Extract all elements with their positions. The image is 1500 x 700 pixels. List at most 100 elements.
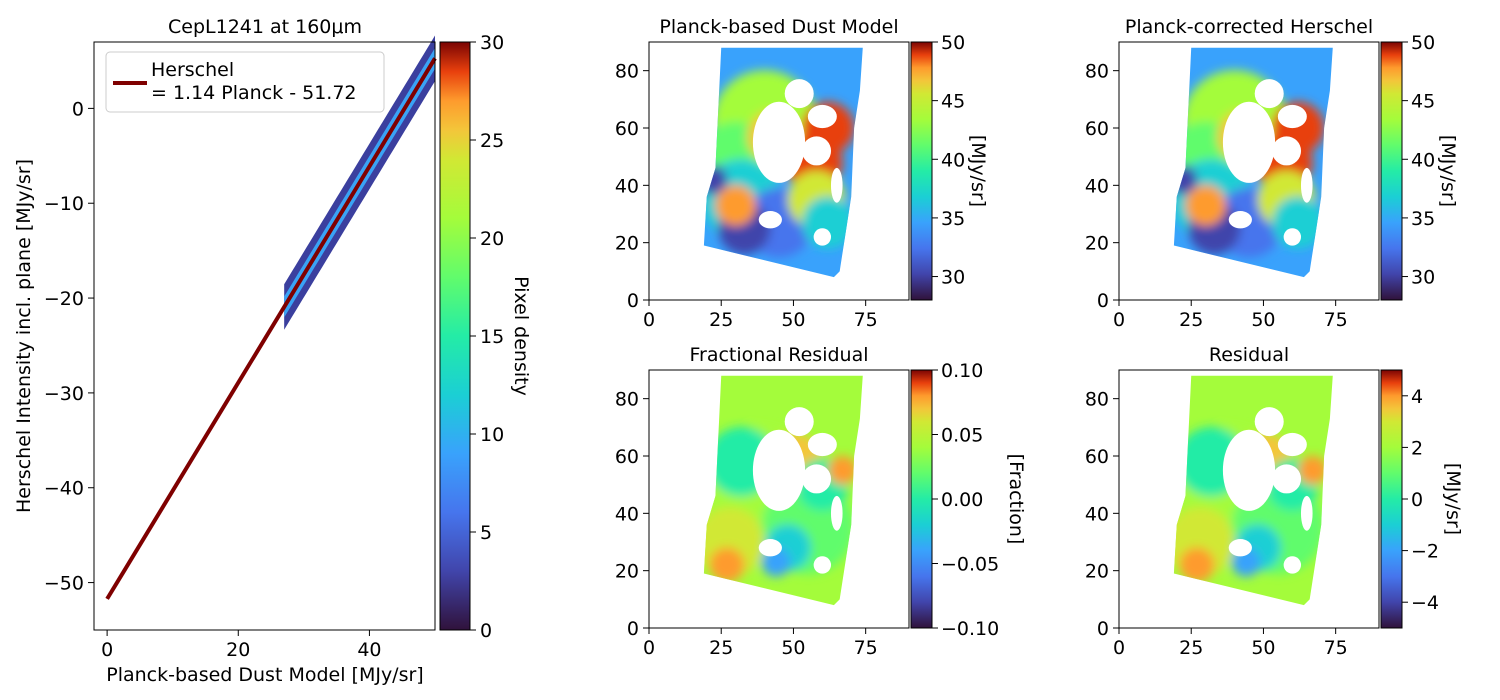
colorbar-tick-label: 0.05 [941, 425, 983, 447]
colorbar-tick-label: 45 [941, 91, 965, 113]
y-tick-label: 40 [615, 503, 639, 525]
x-tick-label: 75 [1324, 309, 1348, 331]
y-tick-label: 80 [1085, 389, 1109, 411]
scatter-colorbar-ticks: 0 5 10 15 20 25 30 [470, 32, 504, 642]
masked-region [784, 407, 814, 437]
colorbar-ramp [910, 41, 933, 301]
y-tick-label: 40 [1085, 503, 1109, 525]
scatter-y-label: Herschel Intensity incl. plane [MJy/sr] [13, 159, 35, 513]
map-frame [648, 41, 910, 301]
colorbar-tick-label: 45 [1411, 91, 1435, 113]
y-tick-label: 0 [1097, 618, 1109, 640]
y-tick-label: 60 [1085, 446, 1109, 468]
colorbar-tick-label: 5 [480, 522, 492, 544]
y-tick-label: 20 [615, 561, 639, 583]
masked-region [802, 136, 832, 166]
colorbar-tick-label: 0 [480, 620, 492, 642]
masked-region [807, 432, 837, 457]
y-tick-label: 0 [1097, 290, 1109, 312]
legend-label-1: Herschel [151, 59, 234, 81]
masked-region [1300, 167, 1313, 203]
y-tick-label: 0 [627, 618, 639, 640]
masked-region [1228, 211, 1252, 229]
map-image [1173, 375, 1333, 606]
colorbar-tick-label: 4 [1411, 386, 1423, 408]
colorbar-tick-label: 15 [480, 326, 504, 348]
y-tick-label: 0 [627, 290, 639, 312]
colorbar-tick-label: 25 [480, 130, 504, 152]
y-tick-label: 80 [615, 61, 639, 83]
masked-region [1272, 136, 1302, 166]
masked-region [752, 101, 806, 183]
masked-region [830, 495, 843, 531]
colorbar-label: [MJy/sr] [967, 135, 989, 207]
colorbar-tick-label: 35 [1411, 208, 1435, 230]
y-tick-label: −10 [44, 193, 84, 215]
map-frame [1118, 41, 1380, 301]
colorbar-tick-label: 50 [941, 32, 965, 54]
colorbar-tick-label: 30 [941, 267, 965, 289]
map-patch [709, 547, 745, 583]
colorbar-tick-label: 30 [1411, 267, 1435, 289]
masked-region [1300, 495, 1313, 531]
y-tick-label: 40 [1085, 175, 1109, 197]
map-patch [1298, 455, 1328, 485]
masked-region [1277, 432, 1307, 457]
fit-line [105, 57, 437, 600]
masked-region [802, 464, 832, 494]
y-tick-label: −30 [44, 383, 84, 405]
x-tick-label: 40 [357, 639, 381, 661]
map-frame [1118, 369, 1380, 629]
colorbar-ramp [1380, 369, 1403, 629]
map-title: Fractional Residual [689, 344, 868, 366]
map-title: Residual [1209, 344, 1289, 366]
colorbar-tick-label: −2 [1411, 541, 1439, 563]
masked-region [1222, 101, 1276, 183]
x-tick-label: 50 [1251, 637, 1275, 659]
y-tick-label: 20 [1085, 233, 1109, 255]
colorbar-ramp [910, 369, 933, 629]
colorbar-tick-label: 30 [480, 32, 504, 54]
colorbar-tick-label: 0.00 [941, 489, 983, 511]
x-tick-label: 0 [643, 309, 655, 331]
y-tick-label: −20 [44, 288, 84, 310]
map-patch [828, 455, 858, 485]
masked-region [813, 228, 832, 246]
y-tick-label: 40 [615, 175, 639, 197]
masked-region [1277, 104, 1307, 129]
scatter-panel: CepL1241 at 160μm 0 20 40 0 −10 −20 −30 −40 −50… [13, 16, 532, 686]
x-tick-label: 0 [643, 637, 655, 659]
x-tick-label: 75 [854, 637, 878, 659]
masked-region [1272, 464, 1302, 494]
y-tick-label: −40 [44, 478, 84, 500]
x-tick-label: 50 [1251, 309, 1275, 331]
masked-region [1283, 556, 1302, 574]
map-patch [1185, 185, 1226, 226]
x-tick-label: 75 [1324, 637, 1348, 659]
colorbar-ramp [1380, 41, 1403, 301]
colorbar-tick-label: 50 [1411, 32, 1435, 54]
map-frame [648, 369, 910, 629]
map-corrected-panel: Planck-corrected Herschel 0 25 50 75 0 20 40 60 8… [1085, 16, 1459, 331]
x-tick-label: 50 [781, 637, 805, 659]
masked-region [830, 167, 843, 203]
map-frac-panel: Fractional Residual 0 25 50 75 0 20 40 60 80 0.10 0… [615, 344, 1027, 659]
map-dust-panel: Planck-based Dust Model 0 25 50 75 0 20 40 60 80 3… [615, 16, 989, 331]
legend: Herschel = 1.14 Planck - 51.72 [105, 51, 385, 113]
x-tick-label: 0 [101, 639, 113, 661]
colorbar-tick-label: −4 [1411, 592, 1439, 614]
y-tick-label: 60 [615, 118, 639, 140]
scatter-colorbar-label: Pixel density [510, 276, 532, 396]
x-tick-label: 20 [226, 639, 250, 661]
map-image [703, 375, 863, 606]
map-image [703, 47, 863, 278]
colorbar-tick-label: 10 [480, 424, 504, 446]
map-image [1173, 47, 1333, 278]
colorbar-tick-label: 40 [1411, 149, 1435, 171]
masked-region [1222, 429, 1276, 511]
masked-region [758, 211, 782, 229]
colorbar-label: [Fraction] [1005, 454, 1027, 545]
